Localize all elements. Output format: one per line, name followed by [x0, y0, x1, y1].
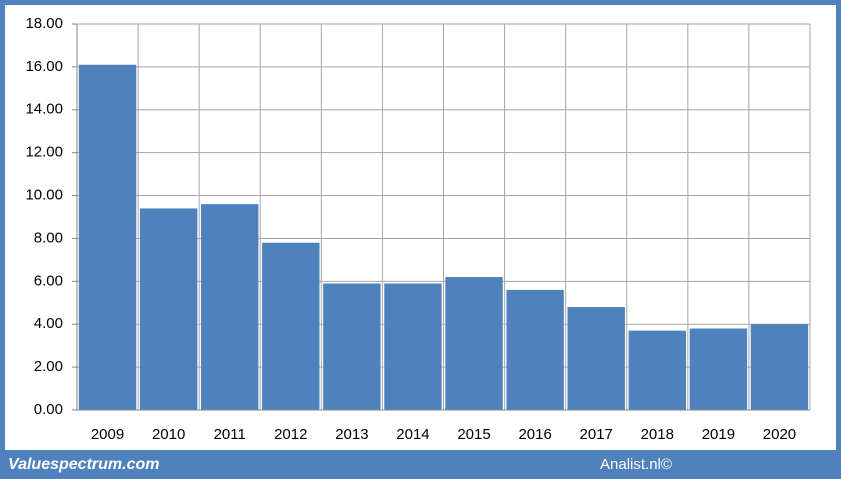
bar — [750, 324, 809, 410]
y-tick-label: 2.00 — [34, 358, 63, 375]
x-tick-label: 2014 — [396, 426, 429, 443]
x-tick-label: 2015 — [457, 426, 490, 443]
bar — [200, 204, 259, 410]
bar — [506, 289, 564, 410]
y-tick-label: 8.00 — [34, 229, 63, 246]
x-tick-label: 2019 — [702, 426, 735, 443]
bar — [445, 277, 503, 410]
y-tick-label: 12.00 — [25, 144, 63, 161]
y-tick-label: 10.00 — [25, 187, 63, 204]
x-tick-label: 2012 — [274, 426, 307, 443]
bar — [262, 242, 320, 410]
y-tick-label: 18.00 — [25, 15, 63, 32]
y-tick-label: 6.00 — [34, 272, 63, 289]
bar — [689, 328, 748, 410]
x-tick-label: 2016 — [518, 426, 551, 443]
bar — [384, 283, 442, 410]
x-tick-label: 2009 — [91, 426, 124, 443]
footer-left: Valuespectrum.com — [8, 456, 159, 473]
x-tick-label: 2017 — [580, 426, 613, 443]
y-tick-label: 14.00 — [25, 101, 63, 118]
x-tick-label: 2011 — [214, 426, 246, 443]
bar — [139, 208, 198, 410]
y-tick-label: 0.00 — [34, 401, 63, 418]
bar — [78, 64, 137, 410]
bar — [323, 283, 381, 410]
x-tick-label: 2020 — [763, 426, 796, 443]
footer-right: Analist.nl© — [600, 456, 672, 473]
x-tick-label: 2010 — [152, 426, 185, 443]
bar — [628, 330, 687, 410]
y-tick-label: 16.00 — [25, 58, 63, 75]
bar — [567, 307, 625, 410]
x-tick-label: 2013 — [335, 426, 368, 443]
y-tick-label: 4.00 — [34, 315, 63, 332]
x-tick-label: 2018 — [641, 426, 674, 443]
